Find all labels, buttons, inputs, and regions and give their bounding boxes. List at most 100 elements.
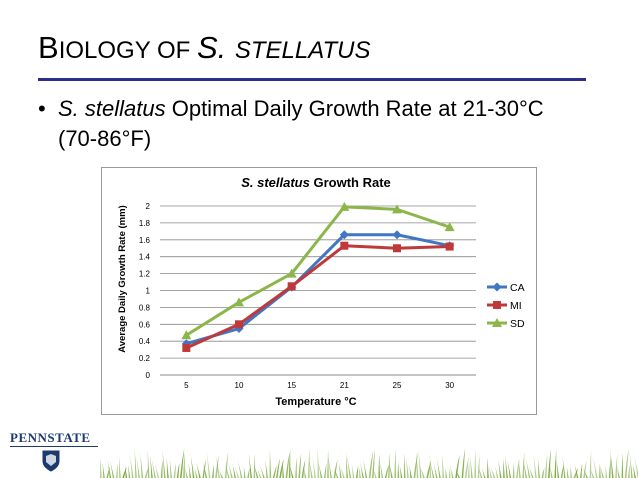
grass-blade bbox=[368, 450, 374, 478]
y-axis-label: Average Daily Growth Rate (mm) bbox=[117, 205, 128, 352]
grass-blade bbox=[518, 458, 521, 478]
y-tick-label: 1.8 bbox=[139, 219, 151, 228]
grass-blade bbox=[384, 464, 390, 478]
y-tick-label: 2 bbox=[146, 202, 151, 211]
grass-blade bbox=[632, 449, 638, 478]
grass-blade bbox=[359, 467, 361, 478]
grass-blade bbox=[372, 449, 376, 478]
grass-blade bbox=[180, 448, 185, 478]
grass-blade bbox=[570, 466, 572, 478]
growth-rate-chart: S. stellatus Growth Rate 0 0.2 0.4 0.6 0.8 1 1… bbox=[117, 175, 525, 408]
grass-blade bbox=[212, 464, 215, 478]
grass-blade bbox=[554, 449, 557, 478]
grass-blade bbox=[276, 458, 281, 478]
grass-blade bbox=[253, 453, 256, 478]
bullet-text: S. stellatus Optimal Daily Growth Rate a… bbox=[58, 94, 588, 154]
grass-blade bbox=[265, 459, 268, 478]
series-line-sd bbox=[185, 205, 451, 337]
legend-marker bbox=[492, 318, 502, 327]
x-tick-label: 5 bbox=[184, 381, 189, 390]
bullet-body: Optimal Daily Growth Rate at 21-30°C (70… bbox=[58, 96, 544, 151]
legend-item-ca: CA bbox=[487, 282, 525, 294]
grass-blade bbox=[194, 467, 198, 478]
grass-blade bbox=[537, 458, 540, 478]
title-rest: IOLOGY OF bbox=[58, 37, 197, 64]
chart-title-rest: Growth Rate bbox=[310, 175, 391, 190]
grass-blade bbox=[119, 456, 121, 478]
grass-blade bbox=[416, 450, 419, 478]
grass-blade bbox=[445, 467, 448, 478]
grass-blade bbox=[429, 458, 435, 478]
grass-blade bbox=[605, 466, 608, 478]
grass-blade bbox=[232, 463, 236, 478]
grass-blade bbox=[610, 449, 614, 478]
grass-blade bbox=[160, 459, 163, 478]
slide-title: BIOLOGY OF S. STELLATUS bbox=[38, 30, 370, 66]
grass-blade bbox=[507, 458, 512, 478]
grass-blade bbox=[464, 456, 469, 478]
title-underline bbox=[38, 78, 586, 81]
grass-blade bbox=[338, 461, 345, 478]
grass-blade bbox=[166, 458, 169, 478]
grass-blade bbox=[616, 465, 620, 478]
grass-blade bbox=[206, 450, 211, 478]
bullet-dot-icon: • bbox=[38, 96, 46, 121]
grass-blade bbox=[589, 450, 592, 478]
grass-blade bbox=[272, 465, 277, 478]
grass-blade bbox=[108, 454, 115, 478]
grass-blade bbox=[247, 467, 250, 478]
grass-blade bbox=[632, 463, 636, 478]
grass-blade bbox=[351, 463, 355, 478]
grass-blade bbox=[359, 461, 364, 478]
data-point-mi bbox=[235, 320, 243, 329]
chart-container: S. stellatus Growth Rate 0 0.2 0.4 0.6 0.8 1 1… bbox=[101, 167, 537, 415]
grass-blade bbox=[150, 455, 153, 478]
chart-title: S. stellatus Growth Rate bbox=[241, 175, 391, 190]
grass-blade bbox=[248, 453, 252, 478]
grass-blade bbox=[629, 452, 633, 478]
legend-item-sd: SD bbox=[487, 318, 525, 330]
grass-blade bbox=[378, 453, 380, 478]
x-tick-label: 15 bbox=[287, 381, 296, 390]
grass-blade bbox=[255, 466, 262, 478]
grass-blade bbox=[303, 466, 307, 478]
grass-blade bbox=[521, 453, 528, 478]
grass-blade bbox=[581, 465, 588, 478]
grass-blade bbox=[362, 458, 368, 478]
grass-blade bbox=[183, 453, 185, 478]
grass-blade bbox=[285, 452, 290, 478]
grass-blade bbox=[195, 459, 201, 478]
chart-title-species: S. stellatus bbox=[241, 175, 310, 190]
grass-blade bbox=[621, 452, 624, 478]
grass-blade bbox=[324, 463, 327, 478]
grass-blade bbox=[573, 467, 579, 478]
grass-blade bbox=[287, 459, 294, 478]
grass-blade bbox=[399, 465, 403, 478]
data-point-sd bbox=[339, 201, 350, 211]
grass-blade bbox=[317, 460, 323, 478]
grass-blade bbox=[566, 466, 569, 478]
series-line-mi bbox=[185, 244, 450, 350]
grass-blade bbox=[127, 464, 131, 478]
grass-blade bbox=[549, 463, 553, 478]
grass-blade bbox=[327, 449, 329, 478]
grass-blade bbox=[450, 466, 454, 478]
grass-blade bbox=[288, 448, 291, 478]
grass-blade bbox=[252, 460, 259, 478]
grass-blade bbox=[136, 457, 140, 478]
grass-blade bbox=[380, 462, 384, 478]
grass-blade bbox=[234, 465, 240, 478]
y-tick-label: 0.2 bbox=[139, 354, 151, 363]
logo-text: PENNSTATE bbox=[10, 430, 91, 445]
data-point-sd bbox=[286, 268, 297, 278]
data-point-mi bbox=[340, 241, 349, 250]
grass-blade bbox=[201, 458, 208, 478]
grass-blade bbox=[153, 458, 160, 478]
grass-blade bbox=[140, 452, 144, 478]
legend-label: CA bbox=[510, 282, 525, 294]
grass-blade bbox=[173, 463, 177, 478]
grass-blade bbox=[307, 454, 313, 478]
grass-blade bbox=[548, 448, 551, 478]
grass-blade bbox=[356, 465, 359, 478]
grass-blade bbox=[100, 458, 102, 478]
